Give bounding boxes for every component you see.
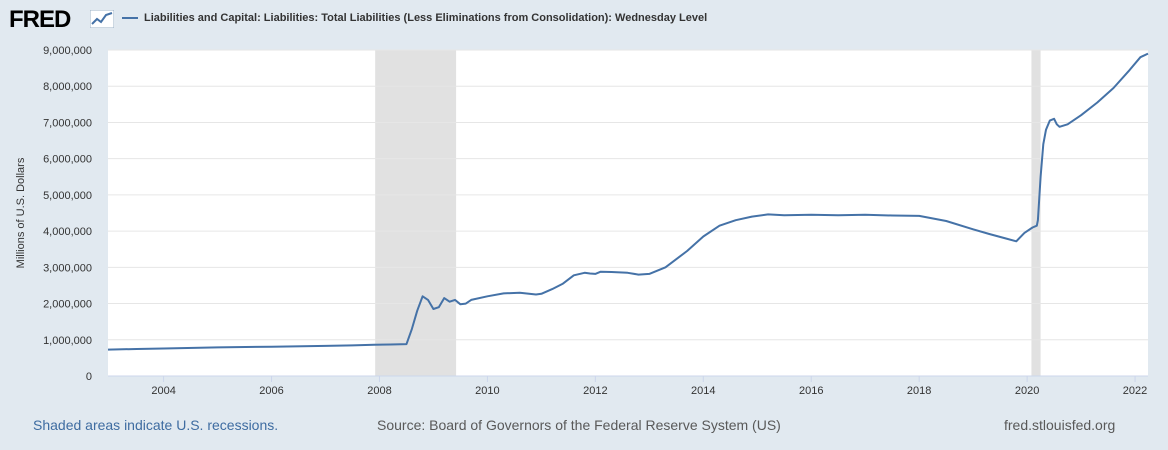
y-tick-label: 2,000,000 [43, 299, 92, 311]
x-tick-label: 2016 [799, 385, 823, 397]
x-tick-label: 2020 [1015, 385, 1039, 397]
recession-note: Shaded areas indicate U.S. recessions. [33, 417, 279, 433]
y-axis-title: Millions of U.S. Dollars [15, 157, 27, 268]
x-tick-label: 2018 [907, 385, 931, 397]
series-line [107, 52, 1149, 351]
y-tick-label: 0 [86, 371, 92, 383]
y-tick-label: 1,000,000 [43, 335, 92, 347]
legend: Liabilities and Capital: Liabilities: To… [122, 12, 707, 24]
x-tick-label: 2010 [475, 385, 499, 397]
x-tick-label: 2022 [1123, 385, 1147, 397]
x-tick-label: 2014 [691, 385, 715, 397]
plot-area [108, 50, 1148, 376]
line-chart-icon [90, 10, 114, 28]
fred-logo[interactable]: FRED [9, 6, 71, 33]
chart: 0 1,000,000 2,000,000 3,000,000 4,000,000 5,0… [15, 45, 1149, 397]
x-tick-label: 2006 [259, 385, 283, 397]
x-tick-label: 2008 [367, 385, 391, 397]
y-tick-label: 4,000,000 [43, 226, 92, 238]
y-tick-label: 8,000,000 [43, 81, 92, 93]
y-tick-label: 9,000,000 [43, 45, 92, 57]
x-tick-label: 2004 [151, 385, 175, 397]
y-tick-label: 6,000,000 [43, 154, 92, 166]
chart-header: FRED Liabilities and Capital: Liabilitie… [0, 0, 1168, 40]
y-tick-label: 7,000,000 [43, 117, 92, 129]
source-note: Source: Board of Governors of the Federa… [377, 417, 781, 433]
legend-swatch [122, 17, 138, 19]
legend-label: Liabilities and Capital: Liabilities: To… [144, 12, 708, 24]
recession-shade [1031, 50, 1041, 376]
y-tick-label: 5,000,000 [43, 190, 92, 202]
y-tick-label: 3,000,000 [43, 262, 92, 274]
site-link[interactable]: fred.stlouisfed.org [1004, 417, 1116, 433]
x-tick-label: 2012 [583, 385, 607, 397]
recession-shade [375, 50, 457, 376]
